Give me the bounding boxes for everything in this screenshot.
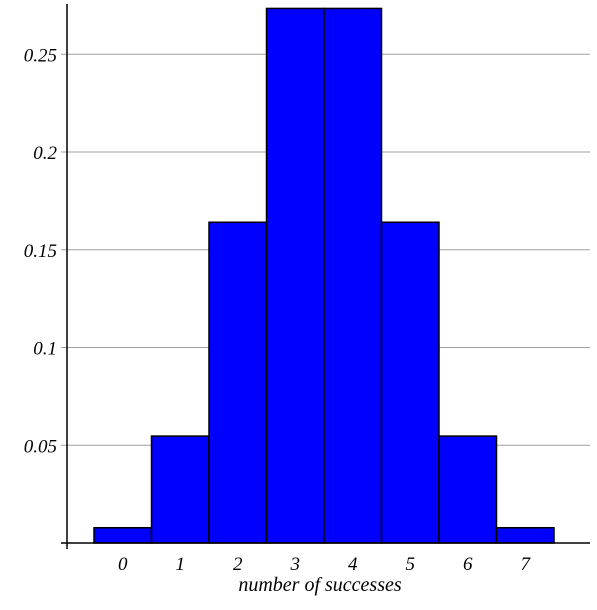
- x-tick-label: 4: [348, 554, 358, 575]
- y-tick-labels: 0.05 0.1 0.15 0.2 0.25: [24, 45, 58, 457]
- bar-7: [495, 526, 555, 544]
- x-axis-title: number of successes: [238, 574, 402, 596]
- x-tick-labels: 0 1 2 3 4 5 6 7: [118, 554, 532, 575]
- x-tick-label: 2: [233, 554, 243, 575]
- y-tick-label: 0.15: [24, 241, 57, 262]
- y-tick-label: 0.2: [33, 143, 57, 164]
- y-tick-label: 0.1: [33, 339, 57, 360]
- bar-3: [265, 7, 325, 544]
- axes: [61, 4, 590, 549]
- bar-0: [93, 526, 153, 544]
- x-tick-label: 0: [118, 554, 128, 575]
- y-tick-label: 0.25: [24, 45, 57, 66]
- x-tick-label: 6: [463, 554, 473, 575]
- x-tick-label: 1: [176, 554, 186, 575]
- bar-5: [380, 221, 440, 544]
- bar-2: [208, 221, 268, 544]
- bar-4: [323, 7, 383, 544]
- bar-1: [150, 435, 210, 544]
- bars: [93, 7, 555, 544]
- x-tick-label: 5: [406, 554, 416, 575]
- x-tick-label: 7: [521, 554, 532, 575]
- y-tick-label: 0.05: [24, 436, 57, 457]
- bar-6: [438, 435, 498, 544]
- x-tick-label: 3: [290, 554, 301, 575]
